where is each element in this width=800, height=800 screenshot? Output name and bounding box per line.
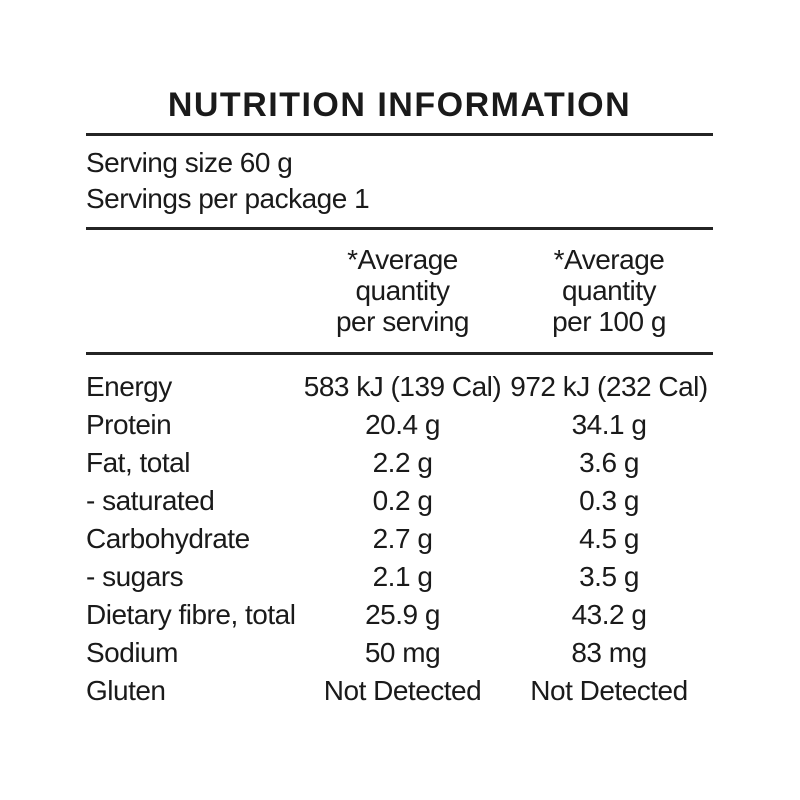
value-per-serving: Not Detected	[323, 675, 482, 706]
value-per-100g: 3.5 g	[579, 561, 639, 592]
serving-size-line: Serving size 60 g	[86, 147, 293, 178]
servings-per-package-line: Servings per package 1	[86, 183, 370, 214]
divider-rule-top	[86, 133, 713, 136]
value-per-100g: 3.6 g	[579, 447, 639, 478]
nutrient-name: Fat, total	[86, 447, 190, 478]
nutrient-name: Sodium	[86, 637, 178, 668]
nutrient-name: Gluten	[86, 675, 166, 706]
table-row: Dietary fibre, total 25.9 g 43.2 g	[86, 596, 713, 634]
table-row: Gluten Not Detected Not Detected	[86, 672, 713, 710]
table-row: Carbohydrate 2.7 g 4.5 g	[86, 520, 713, 558]
serving-info-block: Serving size 60 g Servings per package 1	[86, 145, 713, 217]
nutrient-name: - saturated	[86, 485, 215, 516]
table-row: - sugars 2.1 g 3.5 g	[86, 558, 713, 596]
table-row: - saturated 0.2 g 0.3 g	[86, 482, 713, 520]
nutrient-name: - sugars	[86, 561, 184, 592]
nutrient-name: Carbohydrate	[86, 523, 250, 554]
column-header-spacer	[86, 244, 300, 337]
value-per-100g: 0.3 g	[579, 485, 639, 516]
divider-rule-header	[86, 352, 713, 355]
page-title: NUTRITION INFORMATION	[167, 86, 632, 124]
table-row: Sodium 50 mg 83 mg	[86, 634, 713, 672]
value-per-serving: 583 kJ (139 Cal)	[303, 371, 502, 402]
table-row: Fat, total 2.2 g 3.6 g	[86, 444, 713, 482]
value-per-serving: 25.9 g	[365, 599, 440, 630]
value-per-serving: 2.2 g	[372, 447, 433, 478]
value-per-serving: 20.4 g	[365, 409, 440, 440]
nutrient-name: Protein	[86, 409, 172, 440]
divider-rule-middle	[86, 227, 713, 230]
nutrition-table: Energy 583 kJ (139 Cal) 972 kJ (232 Cal)…	[86, 368, 713, 710]
value-per-100g: 83 mg	[571, 637, 647, 668]
table-row: Energy 583 kJ (139 Cal) 972 kJ (232 Cal)	[86, 368, 713, 406]
column-header-per-100g: *Average quantity per 100 g	[552, 244, 666, 337]
nutrition-label-panel: NUTRITION INFORMATION Serving size 60 g …	[86, 0, 713, 710]
table-row: Protein 20.4 g 34.1 g	[86, 406, 713, 444]
column-header-per-serving: *Average quantity per serving	[335, 244, 470, 337]
value-per-100g: 972 kJ (232 Cal)	[510, 371, 708, 402]
value-per-serving: 50 mg	[364, 637, 441, 668]
value-per-100g: 4.5 g	[579, 523, 639, 554]
value-per-serving: 2.7 g	[372, 523, 433, 554]
nutrient-name: Dietary fibre, total	[86, 599, 296, 630]
value-per-100g: 34.1 g	[571, 409, 647, 440]
value-per-serving: 2.1 g	[372, 561, 433, 592]
value-per-100g: Not Detected	[530, 675, 688, 706]
nutrient-name: Energy	[86, 371, 172, 402]
value-per-100g: 43.2 g	[571, 599, 647, 630]
column-header-row: *Average quantity per serving *Average q…	[86, 244, 713, 337]
value-per-serving: 0.2 g	[372, 485, 433, 516]
